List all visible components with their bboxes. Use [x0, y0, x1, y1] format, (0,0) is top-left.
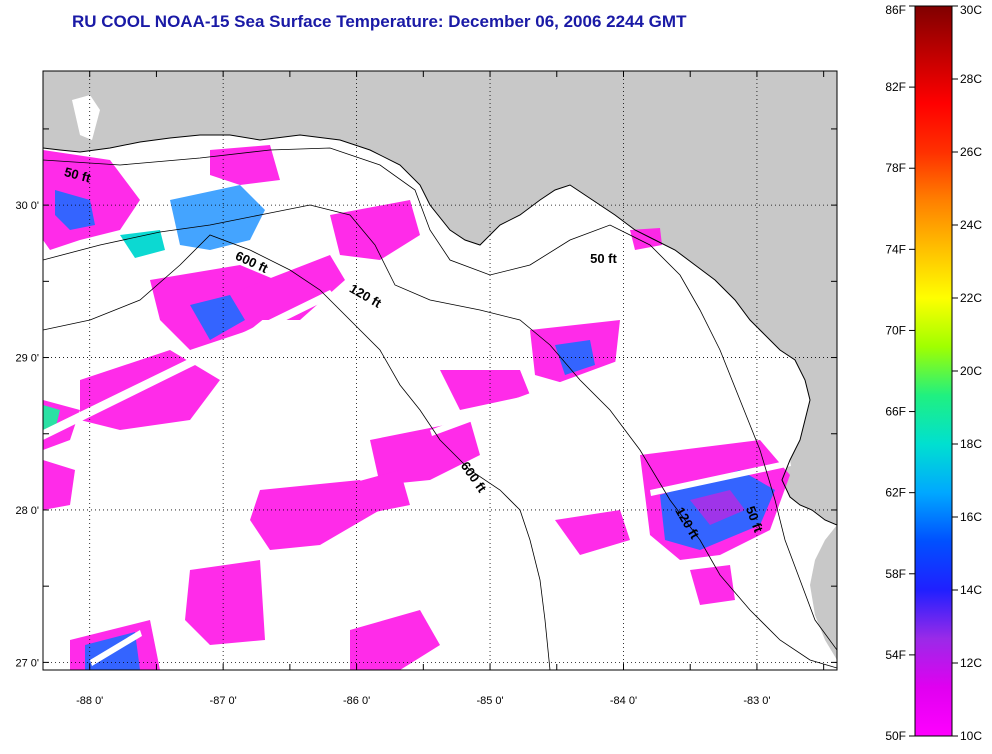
contour-120ft	[43, 204, 837, 669]
contour-label: 50 ft	[590, 251, 617, 266]
lon-tick-label: -88 0'	[76, 695, 103, 707]
colorbar-c-label: 16C	[960, 510, 982, 524]
colorbar-c-label: 28C	[960, 72, 982, 86]
colorbar-c-label: 14C	[960, 583, 982, 597]
colorbar-f-label: 50F	[885, 729, 906, 743]
colorbar-c-label: 22C	[960, 291, 982, 305]
colorbar-f-label: 70F	[885, 323, 906, 337]
colorbar-f-label: 54F	[885, 648, 906, 662]
lat-tick-label: 27 0'	[15, 657, 39, 669]
colorbar-c-label: 10C	[960, 729, 982, 743]
lon-tick-label: -87 0'	[210, 695, 237, 707]
coastline	[43, 134, 837, 526]
colorbar-c-label: 12C	[960, 656, 982, 670]
colorbar-f-label: 82F	[885, 80, 906, 94]
colorbar-c-label: 20C	[960, 364, 982, 378]
lat-lon-grid	[43, 71, 837, 670]
colorbar-f-label: 66F	[885, 405, 906, 419]
map-frame	[42, 70, 838, 671]
colorbar-f-label: 74F	[885, 242, 906, 256]
land-mass	[43, 71, 837, 525]
sst-patches	[43, 145, 790, 670]
colorbar-labels: 86F 82F 78F 74F 70F 66F 62F 58F 54F 50F 30C 28C 26C 2…	[885, 3, 982, 743]
contour-600ft	[43, 234, 551, 670]
lat-tick-label: 28 0'	[15, 505, 39, 517]
colorbar-c-label: 26C	[960, 145, 982, 159]
colorbar	[914, 5, 953, 737]
colorbar-f-label: 62F	[885, 486, 906, 500]
lat-tick-label: 30 0'	[15, 200, 39, 212]
colorbar-f-label: 86F	[885, 3, 906, 17]
colorbar-f-label: 58F	[885, 567, 906, 581]
colorbar-c-label: 30C	[960, 3, 982, 17]
lon-tick-label: -85 0'	[476, 695, 503, 707]
colorbar-f-label: 78F	[885, 161, 906, 175]
land-south	[810, 525, 837, 660]
lon-tick-label: -86 0'	[343, 695, 370, 707]
map-title: RU COOL NOAA-15 Sea Surface Temperature:…	[72, 12, 687, 31]
axis-labels: -88 0' -87 0' -86 0' -85 0' -84 0' -83 0' 30 0…	[15, 200, 770, 707]
contour-label: 50 ft	[63, 164, 93, 186]
lon-tick-label: -83 0'	[743, 695, 770, 707]
lat-tick-label: 29 0'	[15, 353, 39, 365]
colorbar-c-label: 18C	[960, 437, 982, 451]
contour-50ft	[43, 147, 837, 651]
colorbar-c-label: 24C	[960, 218, 982, 232]
lon-tick-label: -84 0'	[610, 695, 637, 707]
